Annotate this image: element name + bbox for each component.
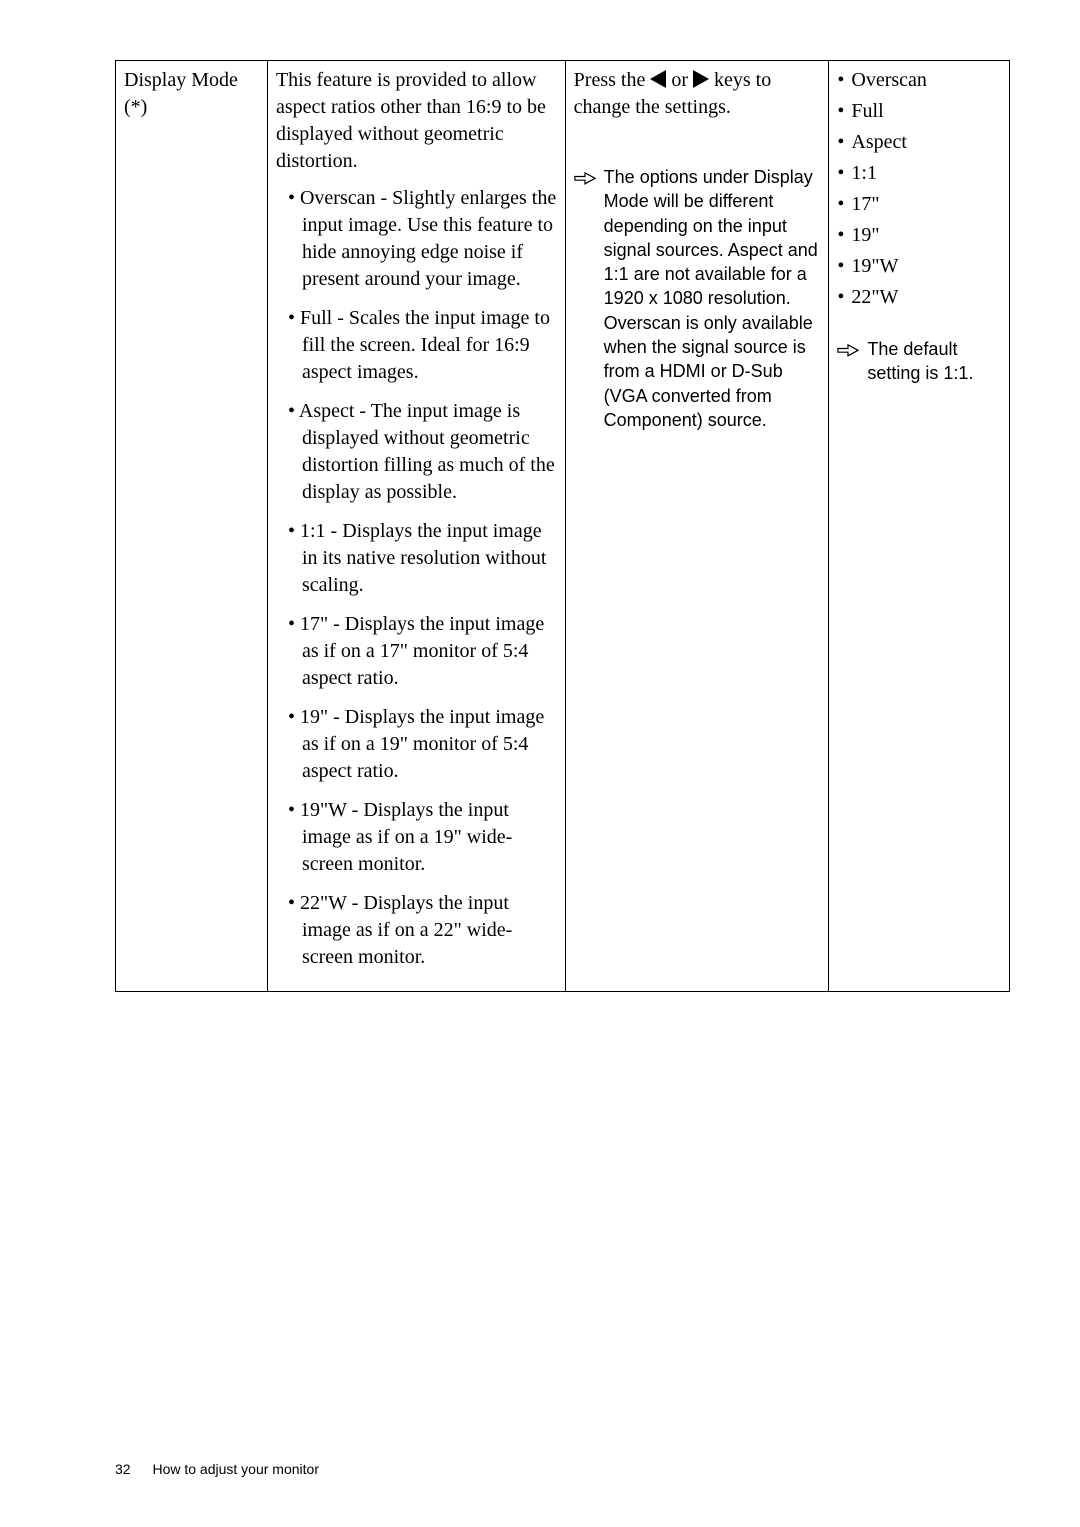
desc-item: 17" - Displays the input image as if on … [276,611,557,692]
option-item: Overscan [837,67,1001,94]
desc-item: 22"W - Displays the input image as if on… [276,890,557,971]
option-item: 17" [837,191,1001,218]
option-item: Full [837,98,1001,125]
press-instruction: Press the or keys to change the settings… [574,67,821,121]
hand-icon [574,168,596,182]
option-item: 22"W [837,284,1001,311]
option-item: 1:1 [837,160,1001,187]
page-footer: 32 How to adjust your monitor [115,1461,319,1477]
spacer [837,315,1001,337]
cell-instructions: Press the or keys to change the settings… [565,61,829,992]
page-number: 32 [115,1461,131,1477]
cell-setting-name: Display Mode (*) [116,61,268,992]
desc-item: 1:1 - Displays the input image in its na… [276,518,557,599]
setting-title: Display Mode [124,67,259,94]
page: Display Mode (*) This feature is provide… [0,0,1080,1527]
press-mid: or [666,69,693,91]
default-note-text: The default setting is 1:1. [867,339,973,383]
press-pre: Press the [574,69,651,91]
settings-table: Display Mode (*) This feature is provide… [115,60,1010,992]
desc-item: Overscan - Slightly enlarges the input i… [276,185,557,293]
footer-section: How to adjust your monitor [152,1461,319,1477]
default-note: The default setting is 1:1. [837,337,1001,386]
desc-item: Aspect - The input image is displayed wi… [276,398,557,506]
desc-item: 19" - Displays the input image as if on … [276,704,557,785]
spacer [574,131,821,165]
desc-item: Full - Scales the input image to fill th… [276,305,557,386]
arrow-left-icon [650,70,666,88]
hand-icon [837,340,859,354]
desc-item: 19"W - Displays the input image as if on… [276,797,557,878]
option-item: 19"W [837,253,1001,280]
description-intro: This feature is provided to allow aspect… [276,67,557,175]
note-text: The options under Display Mode will be d… [604,167,818,430]
options-list: Overscan Full Aspect 1:1 17" 19" 19"W 22… [837,67,1001,311]
option-item: 19" [837,222,1001,249]
arrow-right-icon [693,70,709,88]
option-item: Aspect [837,129,1001,156]
options-note: The options under Display Mode will be d… [574,165,821,432]
cell-description: This feature is provided to allow aspect… [267,61,565,992]
cell-options: Overscan Full Aspect 1:1 17" 19" 19"W 22… [829,61,1010,992]
setting-marker: (*) [124,94,259,121]
